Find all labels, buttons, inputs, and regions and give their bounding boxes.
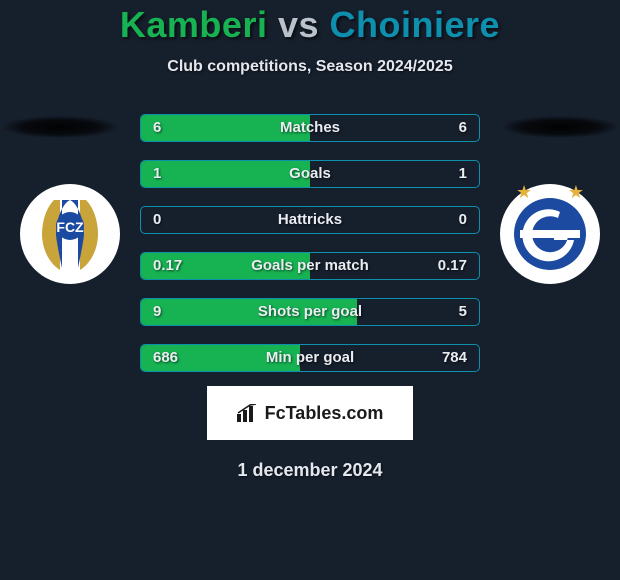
stat-row: 95Shots per goal (140, 298, 480, 326)
stats-stage: FCZ ★ ★ 66Matches 11Goals 00Hattricks 0.170… (0, 114, 620, 374)
player1-name: Kamberi (120, 4, 268, 45)
stat-rows: 66Matches 11Goals 00Hattricks 0.170.17Goals… (140, 114, 480, 390)
fctables-logo-icon (237, 404, 259, 422)
club-badge-right: ★ ★ (500, 184, 600, 284)
stat-row: 0.170.17Goals per match (140, 252, 480, 280)
player2-name: Choiniere (330, 4, 501, 45)
stat-row: 11Goals (140, 160, 480, 188)
stat-label: Matches (141, 115, 479, 141)
crest-right-icon (510, 194, 590, 274)
stat-label: Hattricks (141, 207, 479, 233)
attribution-text: FcTables.com (265, 403, 384, 424)
stat-row: 66Matches (140, 114, 480, 142)
stat-label: Goals (141, 161, 479, 187)
stat-label: Min per goal (141, 345, 479, 371)
subtitle: Club competitions, Season 2024/2025 (0, 58, 620, 76)
club-badge-left: FCZ (20, 184, 120, 284)
shadow-right (502, 116, 618, 138)
shadow-left (2, 116, 118, 138)
svg-text:FCZ: FCZ (56, 219, 84, 235)
stat-row: 00Hattricks (140, 206, 480, 234)
stat-label: Goals per match (141, 253, 479, 279)
crest-left-icon: FCZ (26, 190, 114, 278)
stat-label: Shots per goal (141, 299, 479, 325)
attribution-badge: FcTables.com (207, 386, 413, 440)
stat-row: 686784Min per goal (140, 344, 480, 372)
comparison-title: Kamberi vs Choiniere (0, 0, 620, 46)
date-label: 1 december 2024 (0, 460, 620, 481)
vs-separator: vs (278, 4, 319, 45)
